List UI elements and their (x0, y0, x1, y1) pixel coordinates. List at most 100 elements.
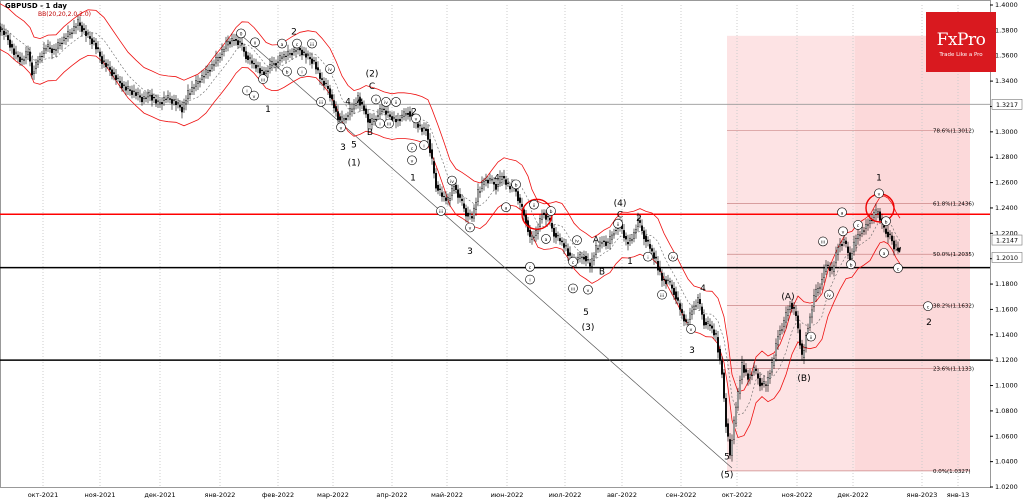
candle-body (275, 63, 278, 66)
candle-body (735, 406, 738, 424)
candle-body (749, 374, 752, 379)
candle-body (485, 179, 488, 181)
candle-body (160, 102, 163, 105)
candle-body (743, 365, 746, 373)
candle-body (403, 111, 406, 117)
wave-marker-circle (874, 188, 884, 199)
candle-body (425, 128, 428, 132)
candle-body (783, 320, 786, 327)
candle-body (166, 95, 169, 98)
wave-marker-circle (391, 97, 401, 107)
candle-body (851, 253, 854, 259)
candle-body (787, 309, 790, 316)
wave-marker-label: iii (319, 100, 323, 106)
candle-body (176, 101, 179, 104)
candle-body (226, 41, 229, 46)
candle-body (493, 181, 496, 185)
candle-body (353, 103, 356, 110)
candle-body (547, 216, 550, 218)
wave-marker-label: i (301, 70, 302, 76)
candle-body (43, 48, 46, 54)
wave-marker-label: iii (821, 240, 825, 246)
candle-body (853, 241, 856, 253)
candle-body (799, 329, 802, 346)
candle-body (254, 64, 257, 69)
candle-body (168, 98, 171, 100)
wave-marker-label: iv (575, 238, 579, 244)
candle-body (857, 234, 860, 239)
y-tick-label: 1.1800 (995, 280, 1018, 288)
wave-marker-circle (371, 94, 381, 105)
candle-body (347, 115, 350, 117)
candle-body (677, 297, 680, 301)
candle-body (293, 48, 296, 53)
candle-body (37, 60, 40, 65)
wave-marker-label: 0 (240, 32, 243, 38)
candle-body (723, 372, 726, 399)
candle-body (387, 111, 390, 114)
wave-marker-label: iii (439, 209, 443, 215)
candle-body (645, 235, 648, 242)
fib-level-label: 38.2%(1.1632) (933, 303, 974, 309)
wave-marker-circle (568, 283, 578, 294)
candle-body (240, 42, 243, 45)
candle-body (180, 106, 183, 113)
candle-body (317, 67, 320, 71)
wave-marker-label: v (415, 118, 418, 123)
candle-body (695, 305, 698, 307)
candle-body (671, 284, 674, 289)
candle-body (605, 241, 608, 246)
candle-body (1, 28, 4, 30)
wave-marker-circle (846, 259, 856, 270)
wave-marker-circle (686, 324, 696, 334)
candle-body (220, 49, 223, 55)
wave-marker-label: iii (660, 293, 664, 299)
candle-body (377, 115, 380, 117)
candle-body (697, 297, 700, 303)
candle-body (843, 239, 846, 243)
candle-body (228, 41, 231, 45)
candle-body (196, 81, 199, 84)
wave-marker-label: C (369, 82, 375, 92)
candle-body (14, 51, 17, 54)
candle-body (773, 357, 776, 366)
wave-marker-circle (525, 274, 535, 285)
candle-body (64, 38, 67, 40)
candle-body (767, 377, 770, 386)
wave-marker-circle (297, 66, 307, 77)
candle-body (100, 56, 103, 65)
wave-marker-label: a (281, 43, 284, 48)
wave-marker-label: 2 (291, 28, 297, 38)
candle-body (501, 176, 504, 180)
candle-body (427, 129, 430, 140)
x-tick-label: ноя-2022 (781, 491, 812, 499)
candle-body (467, 212, 470, 217)
candle-body (140, 97, 143, 103)
candle-body (323, 80, 326, 86)
wave-marker-circle (336, 122, 346, 133)
candle-body (277, 61, 280, 63)
candle-body (473, 207, 476, 219)
candle-body (777, 336, 780, 346)
candle-body (259, 68, 262, 74)
indicator-label: BB(20,20,2.0,2.0) (38, 11, 91, 18)
candle-body (801, 343, 804, 355)
candle-body (555, 233, 558, 238)
candle-body (252, 63, 255, 65)
candle-body (333, 100, 336, 109)
fxpro-logo: FxPro Trade Like a Pro (926, 12, 996, 72)
candle-body (106, 64, 109, 66)
trend-line (242, 36, 733, 469)
candle-body (134, 92, 137, 96)
candle-body (559, 238, 562, 242)
candle-body (487, 179, 490, 184)
candle-body (206, 70, 209, 73)
y-tick-label: 1.0800 (995, 407, 1018, 415)
candle-body (357, 95, 360, 103)
candle-body (305, 53, 308, 58)
candle-body (699, 299, 702, 305)
candle-body (459, 194, 462, 198)
wave-marker-circle (236, 28, 246, 39)
candle-body (561, 240, 564, 243)
